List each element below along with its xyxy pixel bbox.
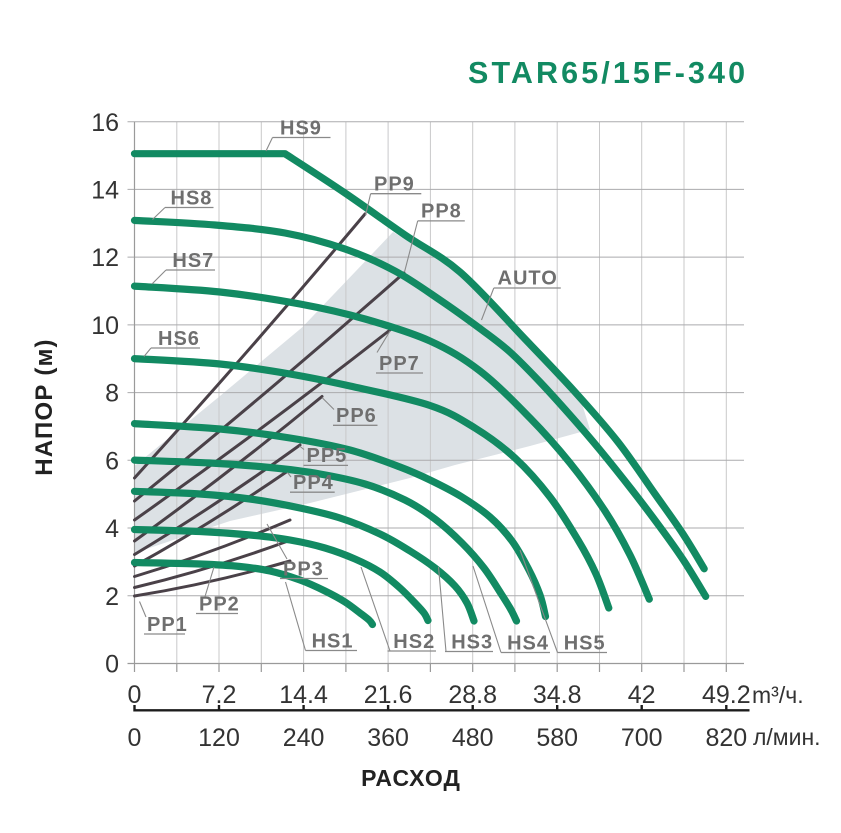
svg-text:л/мин.: л/мин. [753,724,821,750]
svg-text:HS4: HS4 [507,633,549,655]
svg-text:HS5: HS5 [564,633,606,655]
svg-text:m³/ч.: m³/ч. [752,682,804,708]
svg-text:4: 4 [105,515,119,543]
svg-text:240: 240 [283,724,325,752]
svg-text:7.2: 7.2 [202,681,237,709]
svg-text:14.4: 14.4 [279,681,328,709]
svg-text:PP6: PP6 [336,405,377,427]
svg-text:HS2: HS2 [393,631,435,653]
svg-text:360: 360 [367,724,409,752]
svg-text:0: 0 [105,651,119,679]
svg-text:16: 16 [91,109,119,137]
svg-text:0: 0 [128,724,142,752]
svg-text:PP7: PP7 [379,353,420,375]
svg-text:HS3: HS3 [451,632,493,654]
svg-text:580: 580 [536,724,578,752]
svg-text:PP4: PP4 [293,472,334,494]
svg-text:HS1: HS1 [312,631,354,653]
svg-text:PP8: PP8 [421,201,462,223]
svg-text:6: 6 [105,447,119,475]
svg-text:PP3: PP3 [283,559,324,581]
svg-text:49.2: 49.2 [702,681,751,709]
svg-text:0: 0 [128,681,142,709]
svg-text:480: 480 [452,724,494,752]
svg-text:14: 14 [91,177,119,205]
svg-text:820: 820 [705,724,747,752]
svg-text:700: 700 [621,724,663,752]
svg-text:HS7: HS7 [172,250,214,272]
svg-text:PP2: PP2 [199,594,240,616]
svg-text:21.6: 21.6 [364,681,413,709]
svg-text:12: 12 [91,244,119,272]
svg-text:2: 2 [105,583,119,611]
svg-text:PP1: PP1 [147,614,188,636]
svg-text:AUTO: AUTO [498,268,558,290]
svg-text:10: 10 [91,312,119,340]
svg-text:НАПОР (м): НАПОР (м) [31,338,58,475]
svg-text:PP5: PP5 [307,445,348,467]
svg-text:34.8: 34.8 [533,681,582,709]
svg-text:РАСХОД: РАСХОД [361,765,461,791]
svg-text:HS6: HS6 [158,328,200,350]
svg-text:HS8: HS8 [171,187,213,209]
svg-text:42: 42 [628,681,656,709]
svg-text:28.8: 28.8 [448,681,497,709]
svg-text:8: 8 [105,380,119,408]
svg-text:HS9: HS9 [280,118,322,140]
svg-text:120: 120 [198,724,240,752]
svg-text:STAR65/15F-340: STAR65/15F-340 [468,56,748,90]
svg-text:PP9: PP9 [374,174,415,196]
